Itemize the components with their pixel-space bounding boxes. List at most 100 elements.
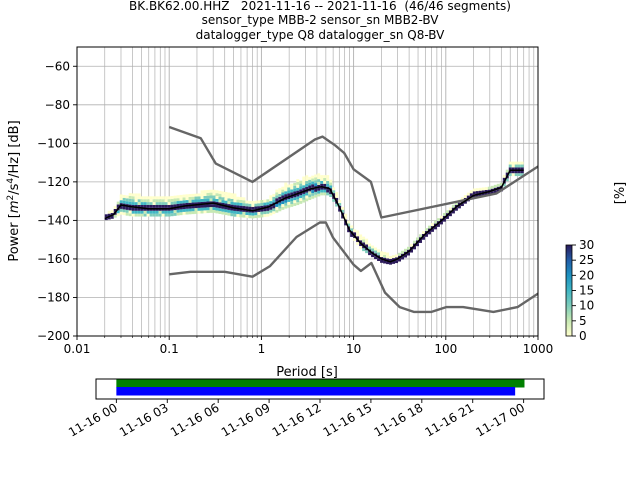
ppsd-cell — [149, 204, 153, 208]
ppsd-cell — [128, 210, 132, 214]
ppsd-cell — [502, 174, 506, 178]
ppsd-cell — [430, 223, 434, 227]
ppsd-cell — [215, 198, 219, 202]
ppsd-cell — [263, 202, 267, 206]
timeline-tick-label: 11-16 03 — [117, 400, 171, 439]
ppsd-cell — [125, 198, 129, 202]
ppsd-cell — [395, 254, 399, 258]
ppsd-cell — [356, 236, 360, 240]
ppsd-cell — [404, 254, 408, 258]
ppsd-cell — [152, 210, 156, 214]
ppsd-cell — [131, 193, 135, 197]
ppsd-cell — [508, 167, 512, 171]
ppsd-cell — [314, 183, 318, 187]
ppsd-cell — [466, 192, 470, 196]
ppsd-cell — [448, 213, 452, 217]
ppsd-cell — [257, 206, 261, 210]
ppsd-cell — [436, 218, 440, 222]
mode-line — [104, 169, 524, 263]
ppsd-cell — [224, 200, 228, 204]
ppsd-cell — [134, 196, 138, 200]
ppsd-cell — [173, 212, 177, 216]
ppsd-cell — [299, 198, 303, 201]
ppsd-cell — [290, 189, 294, 193]
ppsd-cell — [320, 175, 324, 179]
ppsd-cell — [317, 179, 321, 183]
ppsd-cell — [457, 205, 461, 209]
ppsd-cell — [140, 202, 144, 205]
ppsd-cell — [511, 173, 515, 177]
title-line-3: datalogger_type Q8 datalogger_sn Q8-BV — [195, 28, 445, 42]
ppsd-cell — [221, 197, 225, 201]
ppsd-cell — [143, 202, 147, 205]
ppsd-cell — [221, 208, 225, 212]
ppsd-cell — [146, 199, 150, 203]
ppsd-cell — [200, 201, 204, 205]
ppsd-cell — [185, 211, 189, 215]
ppsd-cell — [305, 181, 309, 184]
coverage-bars — [116, 379, 525, 396]
ppsd-cell — [209, 195, 213, 199]
ppsd-cell — [224, 212, 228, 216]
ppsd-cell — [254, 209, 258, 213]
ppsd-cell — [433, 226, 437, 230]
ppsd-cell — [362, 248, 366, 252]
ppsd-cell — [380, 259, 384, 263]
ppsd-cell — [514, 170, 518, 174]
ppsd-cell — [206, 189, 210, 193]
ppsd-cell — [284, 194, 288, 198]
ppsd-cell — [460, 203, 464, 207]
ppsd-cell — [167, 210, 171, 214]
ppsd-cell — [329, 191, 333, 195]
ppsd-cell — [284, 188, 288, 192]
ppsd-cell — [137, 202, 141, 205]
ppsd-cell — [197, 207, 201, 211]
ppsd-cell — [517, 161, 521, 165]
ppsd-cell — [478, 193, 482, 197]
ppsd-cell — [212, 209, 216, 213]
ppsd-cell — [436, 223, 440, 227]
ppsd-cell — [248, 212, 252, 216]
ppsd-cell — [308, 194, 312, 198]
ppsd-cell — [134, 213, 138, 217]
ppsd-cell — [451, 204, 455, 208]
high-noise-model-line — [168, 125, 538, 219]
ppsd-cell — [239, 208, 243, 212]
ppsd-cell — [227, 192, 231, 196]
colorbar-tick-label: 30 — [579, 238, 594, 252]
ppsd-cell — [176, 195, 180, 199]
ppsd-cell — [287, 201, 291, 205]
ppsd-cell — [131, 196, 135, 200]
ppsd-cell — [155, 210, 159, 214]
ppsd-cell — [218, 190, 222, 194]
ppsd-cell — [427, 231, 431, 235]
ppsd-cell — [451, 210, 455, 214]
ppsd-cell — [290, 183, 294, 187]
ppsd-cell — [269, 198, 273, 202]
ppsd-cell — [281, 204, 285, 207]
ppsd-cell — [305, 189, 309, 193]
colorbar-tick-label: 25 — [579, 253, 594, 267]
ppsd-cell — [302, 190, 306, 194]
ppsd-cell — [185, 194, 189, 198]
coverage-bar-bottom — [116, 387, 516, 396]
ppsd-plot: 0.01 0.1 1 10 100 1000 −200 −180 −160 −140 −120 −1… — [6, 46, 553, 380]
ppsd-cell — [302, 188, 306, 191]
ppsd-cell — [439, 215, 443, 219]
ppsd-cell — [218, 193, 222, 197]
y-axis-label: Power [m2/s4/Hz] [dB] — [6, 120, 22, 261]
ppsd-cell — [212, 198, 216, 202]
ppsd-cell — [332, 193, 336, 197]
ppsd-cell — [137, 204, 141, 208]
ppsd-cell — [185, 197, 189, 201]
ppsd-cell — [311, 178, 315, 182]
ppsd-cell — [263, 205, 267, 209]
ppsd-cell — [415, 243, 419, 247]
y-tick-label: −60 — [45, 59, 70, 73]
ppsd-cell — [239, 214, 243, 218]
ppsd-cell — [326, 192, 330, 196]
ppsd-cell — [490, 185, 494, 189]
ppsd-cell — [158, 204, 162, 208]
